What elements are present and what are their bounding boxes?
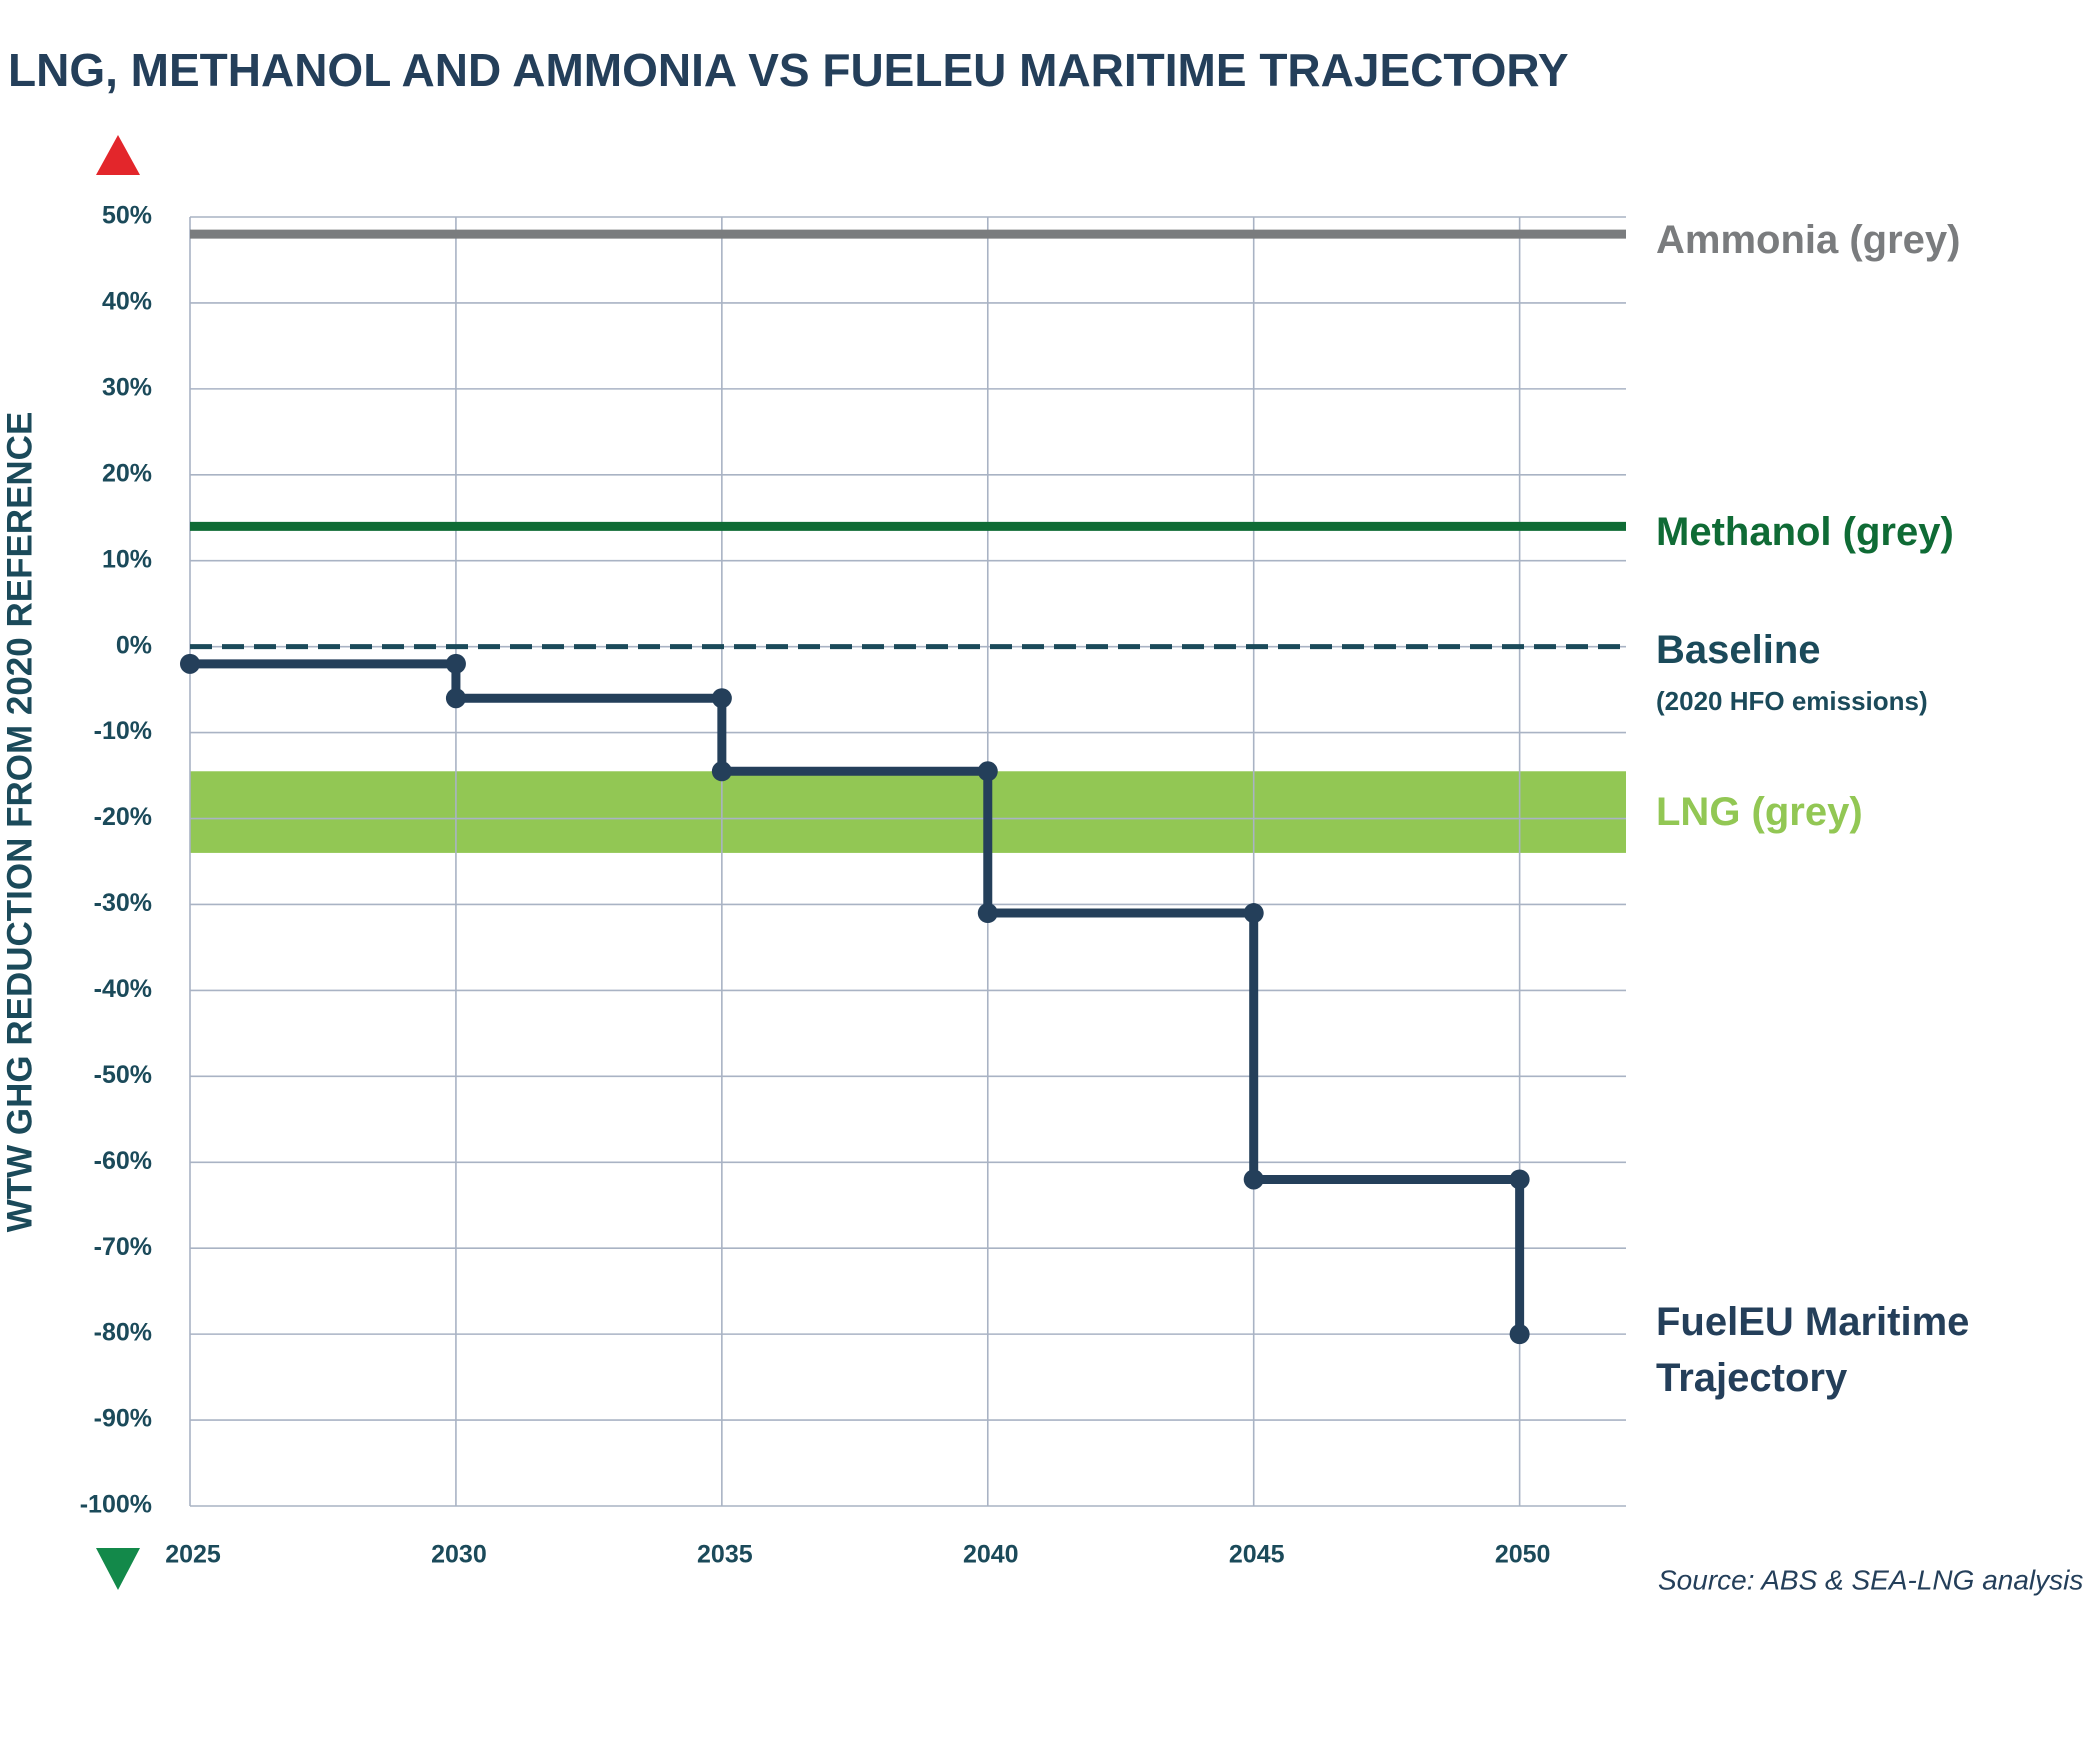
y-tick-label: 0% (116, 631, 152, 659)
x-tick-label: 2040 (963, 1541, 1019, 1569)
x-tick-label: 2030 (431, 1541, 487, 1569)
point (977, 761, 998, 782)
y-tick-label: -90% (94, 1405, 152, 1433)
point (711, 688, 732, 709)
y-tick-label: 10% (102, 545, 152, 573)
series-line (190, 659, 1525, 1335)
band-label: LNG (grey) (1656, 790, 1863, 835)
y-tick-label: -80% (94, 1319, 152, 1347)
x-tick-label: 2050 (1495, 1541, 1551, 1569)
x-tick-label: 2025 (165, 1541, 221, 1569)
point (1243, 903, 1264, 924)
point (1509, 1169, 1530, 1190)
y-tick-label: -10% (94, 717, 152, 745)
reference-note: (2020 HFO emissions) (1656, 685, 1928, 716)
y-tick-label: -20% (94, 803, 152, 831)
y-tick-label: -60% (94, 1147, 152, 1175)
point (445, 653, 466, 674)
y-tick-label: -30% (94, 889, 152, 917)
x-tick-label: 2035 (697, 1541, 753, 1569)
chart-title: LNG, METHANOL AND AMMONIA VS FUELEU MARI… (8, 44, 1569, 96)
up-arrow (96, 135, 140, 175)
y-axis-label: WTW GHG REDUCTION FROM 2020 REFERENCE (0, 412, 39, 1233)
y-tick-label: 50% (102, 202, 152, 230)
point (180, 653, 200, 674)
y-tick-label: -40% (94, 975, 152, 1003)
point (711, 761, 732, 782)
point (977, 903, 998, 924)
y-tick-label: 20% (102, 459, 152, 487)
y-tick-label: -100% (80, 1491, 152, 1519)
x-tick-label: 2045 (1229, 1541, 1285, 1569)
reference-label: Ammonia (grey) (1656, 218, 1961, 263)
reference-label: Baseline (1656, 627, 1821, 672)
reference-label: Methanol (grey) (1656, 510, 1954, 555)
point (445, 688, 466, 709)
y-tick-label: -70% (94, 1233, 152, 1261)
series-label: FuelEU Maritime Trajectory (1656, 1300, 1970, 1401)
y-tick-label: 40% (102, 288, 152, 316)
down-arrow (96, 1548, 140, 1590)
point (1509, 1324, 1530, 1345)
y-tick-label: 30% (102, 373, 152, 401)
point (1243, 1169, 1264, 1190)
source: Source: ABS & SEA-LNG analysis (1658, 1564, 2083, 1595)
band (190, 771, 1626, 853)
y-tick-label: -50% (94, 1061, 152, 1089)
